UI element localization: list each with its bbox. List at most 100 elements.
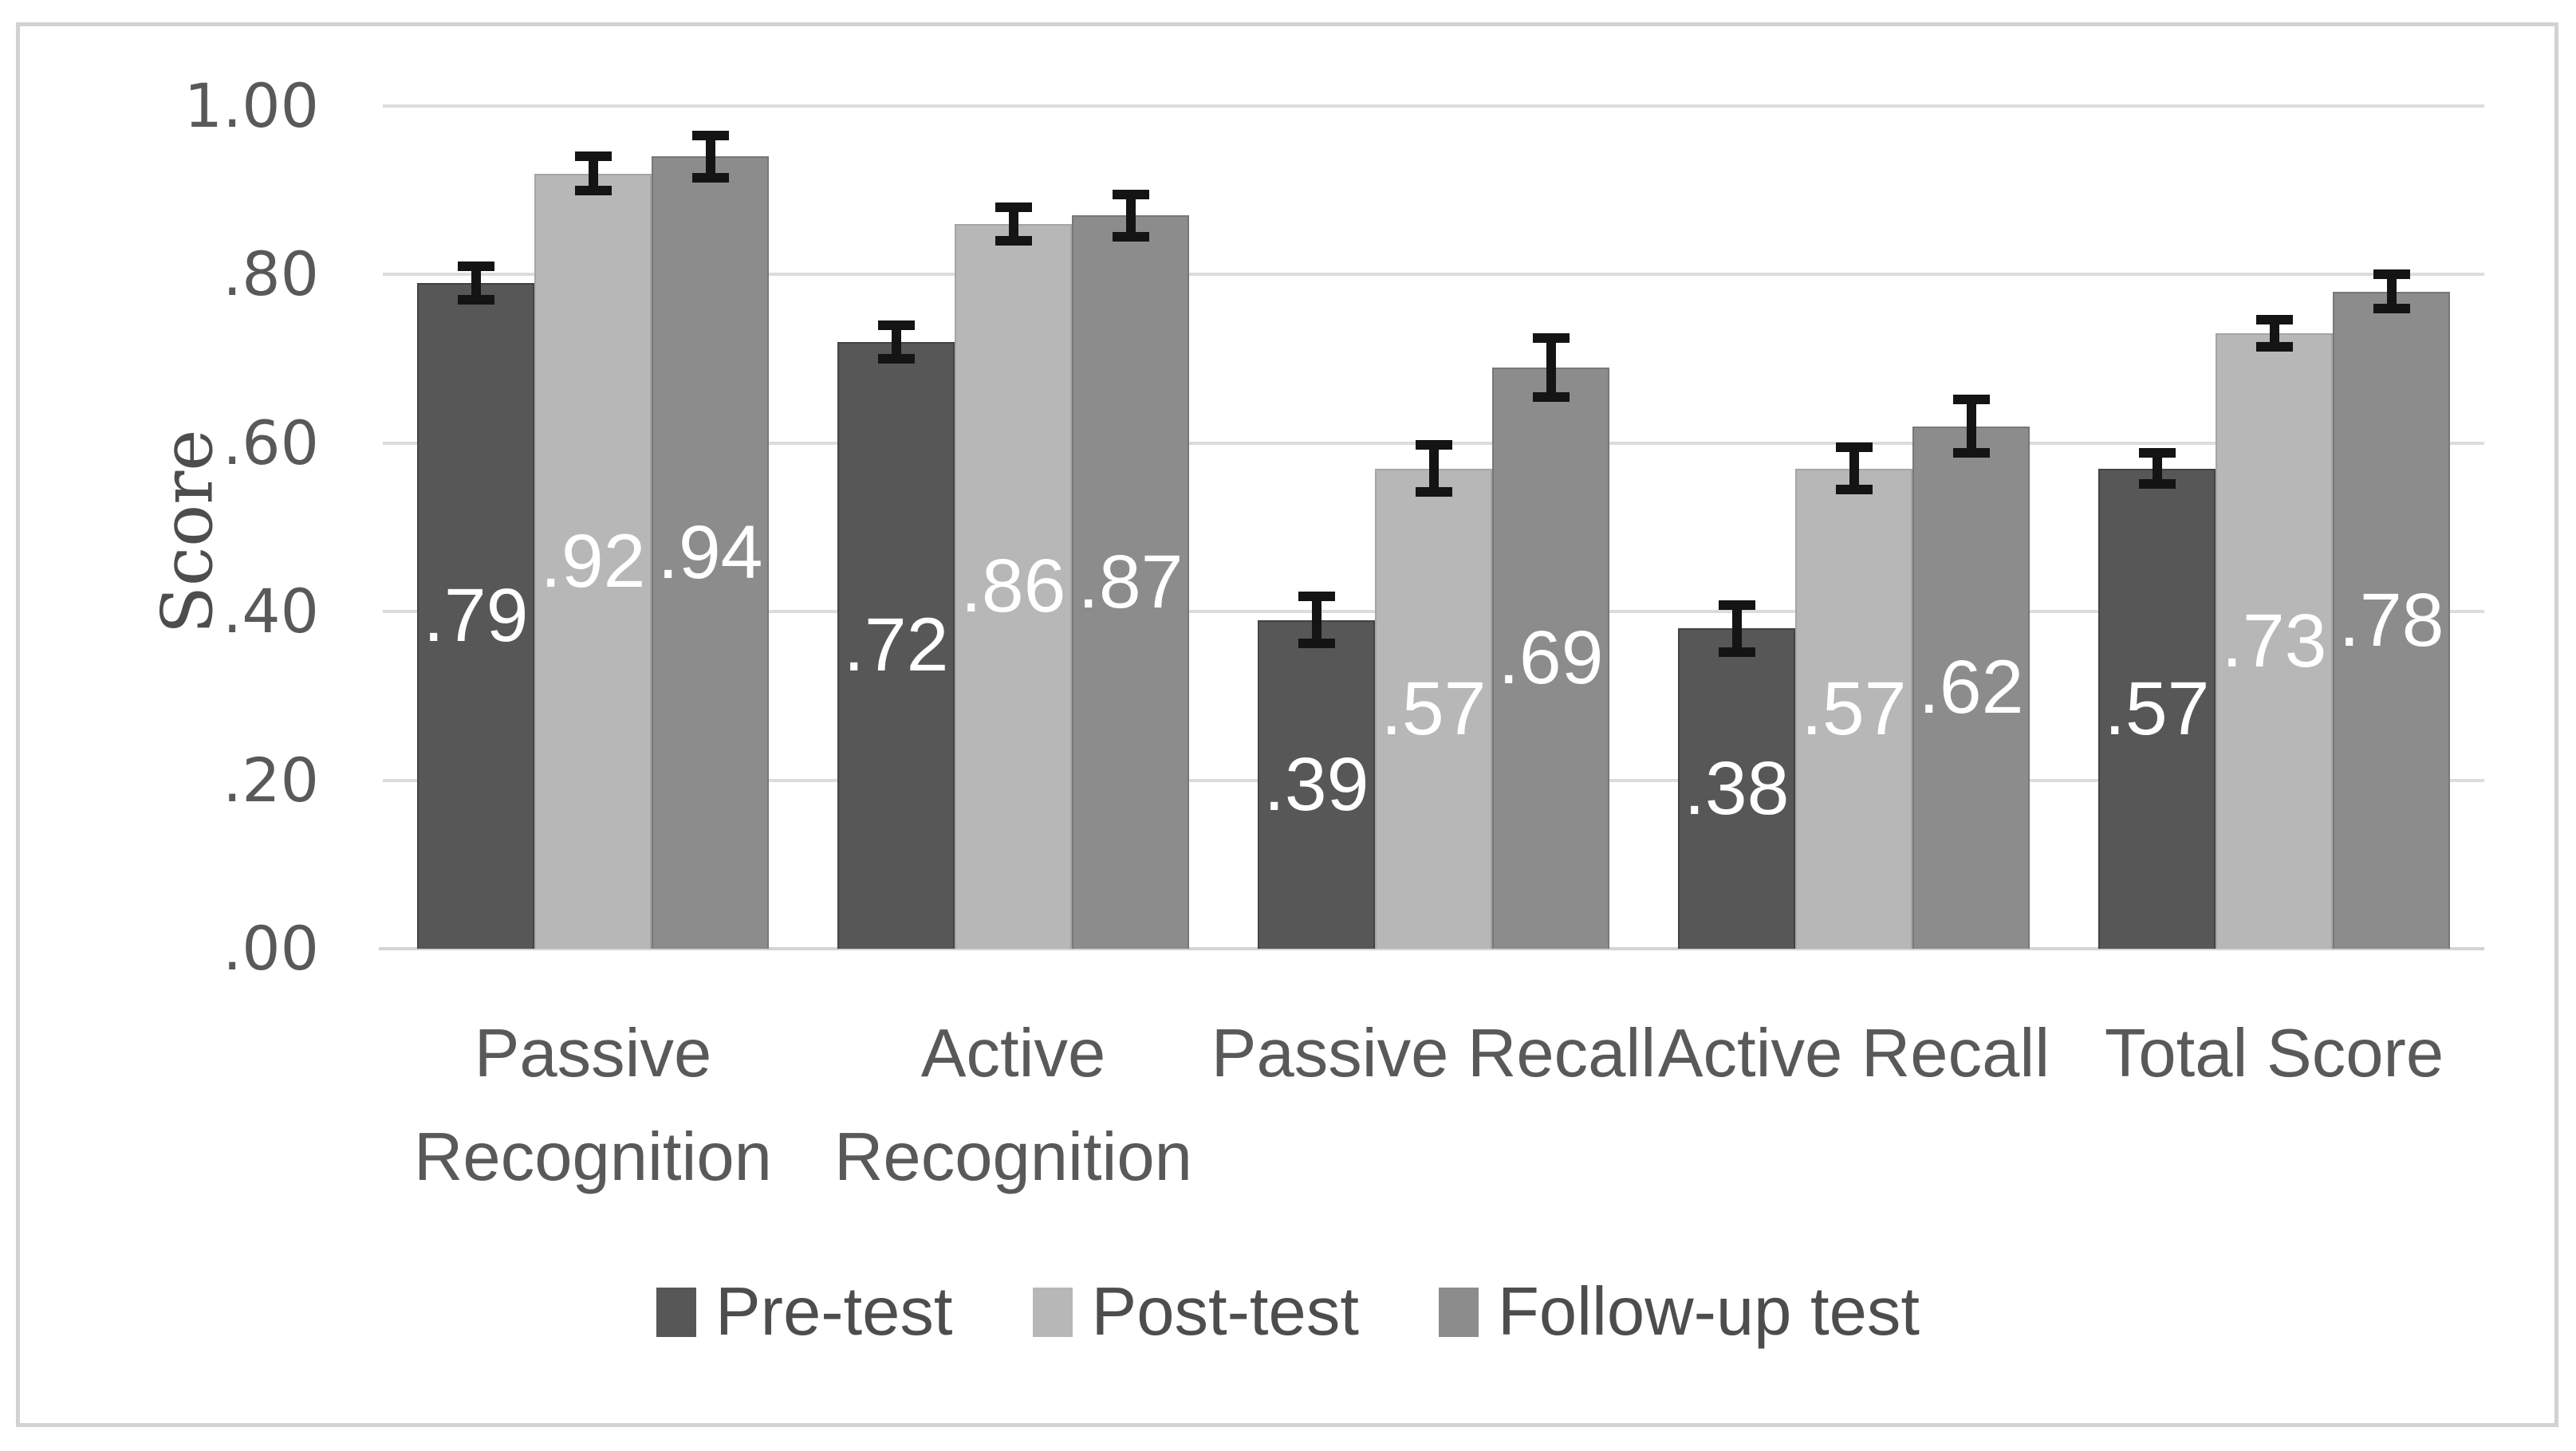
bar-post-test-active-recall <box>1795 468 1912 949</box>
error-bar-cap-bottom-pre-test-active-recognition <box>877 354 915 364</box>
category-label-active-recognition-line2: Recognition <box>834 1119 1192 1195</box>
error-bar-cap-bottom-follow-up-test-total-score <box>2373 303 2410 313</box>
legend-label-pre-test: Pre-test <box>715 1274 953 1350</box>
error-bar-whisker-follow-up-test-active-recognition <box>1125 194 1136 237</box>
bar-value-label-follow-up-test-passive-recall: .69 <box>1498 615 1604 701</box>
error-bar-cap-bottom-follow-up-test-active-recognition <box>1112 231 1149 242</box>
error-bar-cap-bottom-follow-up-test-passive-recognition <box>691 172 729 183</box>
bar-pre-test-active-recognition <box>837 341 955 949</box>
y-tick-label-100: 1.00 <box>183 70 319 141</box>
bar-post-test-active-recognition <box>955 223 1072 949</box>
error-bar-cap-top-pre-test-active-recognition <box>877 320 915 330</box>
bar-value-label-pre-test-active-recognition: .72 <box>843 603 949 688</box>
legend-item-pre-test: Pre-test <box>656 1278 953 1346</box>
error-bar-whisker-pre-test-total-score <box>2152 453 2162 484</box>
legend-label-post-test: Post-test <box>1091 1274 1359 1350</box>
bar-pre-test-passive-recall <box>1258 619 1375 949</box>
error-bar-cap-top-pre-test-passive-recall <box>1298 592 1335 602</box>
bar-follow-up-test-passive-recall <box>1492 367 1609 949</box>
bar-value-label-post-test-active-recognition: .86 <box>960 544 1066 629</box>
error-bar-cap-top-follow-up-test-active-recognition <box>1112 189 1149 199</box>
error-bar-whisker-post-test-active-recall <box>1849 447 1859 490</box>
error-bar-whisker-follow-up-test-passive-recognition <box>705 135 715 178</box>
error-bar-cap-bottom-pre-test-passive-recognition <box>457 295 494 305</box>
error-bar-cap-top-pre-test-total-score <box>2138 448 2176 458</box>
error-bar-whisker-pre-test-active-recognition <box>891 324 901 360</box>
legend-swatch-pre-test <box>656 1287 696 1337</box>
legend-swatch-post-test <box>1032 1287 1073 1337</box>
error-bar-cap-bottom-follow-up-test-passive-recall <box>1532 391 1570 402</box>
category-label-passive-recall: Passive Recall <box>1211 1016 1656 1091</box>
y-tick-label-00: .00 <box>223 913 319 984</box>
bar-pre-test-active-recall <box>1678 628 1795 949</box>
bar-value-label-follow-up-test-total-score: .78 <box>2338 577 2444 663</box>
legend-swatch-follow-up-test <box>1438 1287 1479 1337</box>
bar-value-label-pre-test-active-recall: .38 <box>1684 746 1790 832</box>
bar-value-label-pre-test-passive-recall: .39 <box>1263 741 1369 827</box>
bar-value-label-follow-up-test-passive-recognition: .94 <box>657 510 763 596</box>
error-bar-whisker-follow-up-test-active-recall <box>1966 399 1976 454</box>
error-bar-cap-bottom-post-test-total-score <box>2255 342 2293 352</box>
error-bar-cap-top-post-test-passive-recognition <box>574 151 612 162</box>
error-bar-cap-bottom-post-test-active-recall <box>1835 484 1873 494</box>
error-bar-cap-top-follow-up-test-passive-recall <box>1532 332 1570 343</box>
error-bar-cap-top-post-test-passive-recall <box>1415 439 1452 450</box>
bar-value-label-post-test-passive-recognition: .92 <box>540 518 646 604</box>
error-bar-cap-top-pre-test-passive-recognition <box>457 261 494 271</box>
category-label-passive-recognition-line1: Passive <box>474 1016 712 1091</box>
bar-post-test-passive-recognition <box>534 173 652 949</box>
gridline-1.00 <box>383 104 2484 108</box>
error-bar-whisker-follow-up-test-passive-recall <box>1546 337 1556 397</box>
bar-value-label-pre-test-passive-recognition: .79 <box>423 573 529 659</box>
error-bar-whisker-pre-test-passive-recall <box>1311 596 1321 644</box>
x-axis-line <box>379 947 2484 950</box>
error-bar-cap-bottom-follow-up-test-active-recall <box>1952 448 1990 458</box>
category-label-passive-recognition-line2: Recognition <box>414 1119 772 1195</box>
bar-pre-test-passive-recognition <box>417 282 534 949</box>
error-bar-whisker-post-test-total-score <box>2269 320 2279 348</box>
bar-value-label-post-test-total-score: .73 <box>2221 599 2327 684</box>
error-bar-whisker-post-test-active-recognition <box>1008 206 1018 242</box>
bar-value-label-follow-up-test-active-recognition: .87 <box>1077 540 1184 625</box>
y-tick-label-80: .80 <box>223 238 319 310</box>
y-tick-label-40: .40 <box>223 576 319 647</box>
legend-item-follow-up-test: Follow-up test <box>1438 1278 1920 1346</box>
bar-post-test-total-score <box>2216 333 2333 949</box>
bar-post-test-passive-recall <box>1375 468 1492 949</box>
category-label-total-score: Total Score <box>2104 1016 2444 1091</box>
error-bar-cap-bottom-post-test-active-recognition <box>995 236 1032 246</box>
bar-follow-up-test-active-recognition <box>1072 215 1189 949</box>
category-label-active-recognition-line1: Active <box>920 1016 1106 1091</box>
legend-item-post-test: Post-test <box>1032 1274 1359 1350</box>
bar-value-label-post-test-passive-recall: .57 <box>1381 666 1487 751</box>
error-bar-whisker-follow-up-test-total-score <box>2386 274 2397 309</box>
error-bar-cap-bottom-post-test-passive-recognition <box>574 185 612 195</box>
y-tick-label-60: .60 <box>223 407 319 478</box>
bar-value-label-pre-test-total-score: .57 <box>2104 666 2210 751</box>
error-bar-cap-bottom-pre-test-passive-recall <box>1298 639 1335 649</box>
bar-pre-test-total-score <box>2098 468 2216 949</box>
bar-follow-up-test-active-recall <box>1912 426 2030 949</box>
y-tick-label-20: .20 <box>223 744 319 816</box>
bar-follow-up-test-passive-recognition <box>652 156 769 949</box>
error-bar-cap-top-follow-up-test-passive-recognition <box>691 130 729 140</box>
error-bar-cap-bottom-pre-test-active-recall <box>1718 647 1755 657</box>
gridline-0.80 <box>383 273 2484 277</box>
error-bar-cap-top-follow-up-test-total-score <box>2373 269 2410 280</box>
error-bar-cap-top-follow-up-test-active-recall <box>1952 394 1990 404</box>
bar-value-label-follow-up-test-active-recall: .62 <box>1918 645 2024 730</box>
error-bar-whisker-post-test-passive-recall <box>1428 444 1439 493</box>
error-bar-cap-bottom-pre-test-total-score <box>2138 478 2176 489</box>
error-bar-cap-top-post-test-active-recall <box>1835 442 1873 453</box>
bar-value-label-post-test-active-recall: .57 <box>1801 666 1907 751</box>
legend: Pre-test Post-test Follow-up test <box>0 1266 2576 1358</box>
error-bar-whisker-pre-test-passive-recognition <box>471 265 481 301</box>
error-bar-cap-top-pre-test-active-recall <box>1718 600 1755 610</box>
error-bar-whisker-pre-test-active-recall <box>1731 604 1742 652</box>
error-bar-cap-top-post-test-total-score <box>2255 315 2293 325</box>
error-bar-cap-bottom-post-test-passive-recall <box>1415 487 1452 497</box>
error-bar-whisker-post-test-passive-recognition <box>588 156 598 191</box>
category-label-active-recall: Active Recall <box>1657 1016 2050 1091</box>
error-bar-cap-top-post-test-active-recognition <box>995 202 1032 212</box>
